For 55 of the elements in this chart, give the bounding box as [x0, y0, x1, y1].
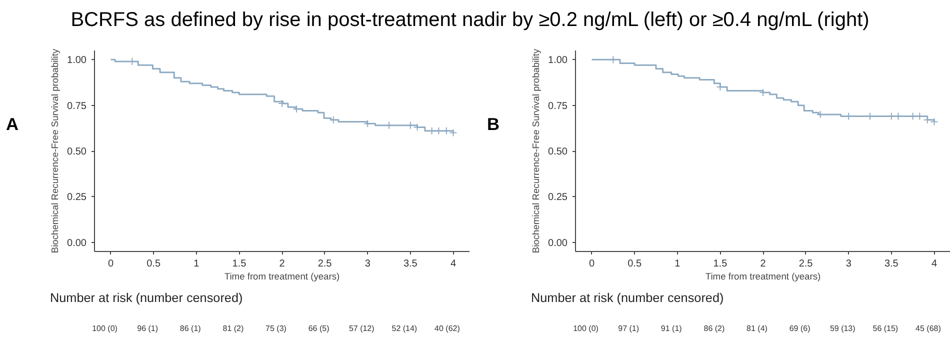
- y-tick-label: 0.50: [548, 146, 568, 158]
- x-tick-label: 4: [450, 258, 456, 270]
- x-tick-label: 2: [760, 258, 766, 270]
- x-tick-label: 0: [588, 258, 595, 270]
- text: 59 (13): [830, 324, 856, 333]
- text: A: [6, 113, 19, 136]
- x-tick-label: 4: [931, 258, 938, 270]
- text: 45 (68): [916, 324, 942, 333]
- text: 91 (1): [660, 324, 682, 333]
- text: Number at risk (number censored): [531, 290, 724, 307]
- x-axis-title: Time from treatment (years): [705, 272, 821, 282]
- text: 75 (3): [266, 324, 287, 333]
- x-tick-label: 1.5: [232, 258, 247, 270]
- y-tick-label: 1.00: [67, 55, 87, 66]
- y-tick-label: 0.75: [67, 100, 87, 112]
- text: 56 (15): [872, 324, 898, 333]
- text: 69 (6): [789, 324, 811, 333]
- text: B: [487, 113, 500, 136]
- x-tick-label: 3.5: [403, 258, 418, 270]
- y-tick-label: 0.00: [548, 238, 568, 249]
- x-tick-label: 1: [674, 258, 681, 270]
- y-axis-title: Biochemical Recurrence-Free Survival probability: [50, 48, 60, 254]
- x-tick-label: 3: [364, 258, 371, 270]
- y-tick-label: 0.25: [548, 192, 568, 204]
- chart-title: BCRFS as defined by rise in post-treatment nadir by ≥0.2 ng/mL (left) or ≥0.4 ng/mL (right): [70, 8, 870, 33]
- x-tick-label: 3: [846, 258, 852, 270]
- text: 81 (2): [222, 324, 244, 333]
- x-tick-label: 0: [108, 258, 114, 270]
- x-tick-label: 2.5: [798, 258, 814, 270]
- x-axis-title: Time from treatment (years): [224, 272, 340, 282]
- x-tick-label: 1.5: [713, 258, 728, 270]
- text: 86 (1): [180, 324, 202, 333]
- y-tick-label: 1.00: [548, 55, 568, 66]
- text: 66 (5): [308, 324, 330, 333]
- x-tick-label: 0.5: [146, 258, 161, 270]
- text: 100 (0): [573, 324, 599, 333]
- y-axis-title: Biochemical Recurrence-Free Survival probability: [531, 48, 542, 254]
- text: 81 (4): [746, 324, 768, 333]
- text: 96 (1): [137, 324, 158, 333]
- text: 86 (2): [704, 324, 725, 333]
- text: 52 (14): [392, 324, 418, 333]
- y-tick-label: 0.00: [67, 238, 87, 249]
- y-tick-label: 0.75: [548, 100, 568, 112]
- text: 40 (62): [434, 324, 460, 333]
- y-tick-label: 0.50: [67, 146, 87, 158]
- text: 57 (12): [348, 324, 375, 333]
- x-tick-label: 1: [194, 258, 200, 270]
- text: 97 (1): [618, 324, 640, 333]
- x-tick-label: 2.5: [318, 258, 332, 270]
- y-tick-label: 0.25: [67, 192, 87, 204]
- x-tick-label: 0.5: [628, 258, 642, 270]
- text: Number at risk (number censored): [50, 290, 243, 307]
- text: 100 (0): [92, 324, 118, 333]
- x-tick-label: 3.5: [884, 258, 899, 270]
- x-tick-label: 2: [279, 258, 286, 270]
